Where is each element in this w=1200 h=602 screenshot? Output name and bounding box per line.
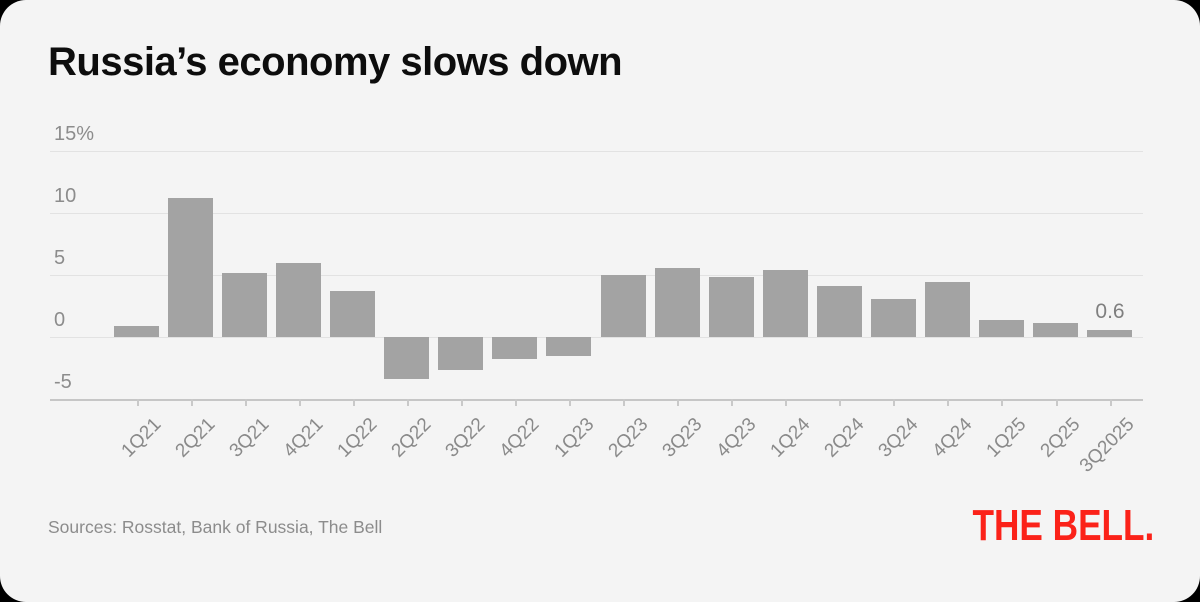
- bar: [763, 270, 808, 337]
- bar: [114, 326, 159, 337]
- axis-tick-mark: [677, 399, 679, 406]
- axis-tick-mark: [893, 399, 895, 406]
- gridline: [50, 275, 1143, 276]
- x-axis-tick-label: 2Q21: [171, 414, 220, 462]
- chart-title: Russia’s economy slows down: [48, 40, 623, 84]
- axis-tick-mark: [245, 399, 247, 406]
- x-axis-tick-label: 1Q21: [117, 414, 166, 462]
- bar: [817, 286, 862, 337]
- bar: [438, 337, 483, 370]
- bar: [979, 320, 1024, 337]
- axis-tick-mark: [461, 399, 463, 406]
- gridline: [50, 151, 1143, 152]
- the-bell-logo: THE BELL.: [972, 501, 1154, 550]
- x-axis-tick-label: 3Q2025: [1075, 414, 1139, 477]
- bar: [492, 337, 537, 359]
- gridline: [50, 337, 1143, 338]
- x-axis-tick-label: 2Q22: [387, 414, 436, 462]
- axis-tick-mark: [137, 399, 139, 406]
- x-axis-tick-label: 1Q22: [333, 414, 382, 462]
- axis-tick-mark: [191, 399, 193, 406]
- y-axis-tick-label: 10: [54, 185, 77, 207]
- x-axis-tick-label: 3Q21: [225, 414, 274, 462]
- bar: [222, 273, 267, 337]
- axis-tick-mark: [569, 399, 571, 406]
- y-axis-tick-label: 5: [54, 247, 66, 269]
- axis-tick-mark: [353, 399, 355, 406]
- x-axis-tick-label: 2Q24: [820, 414, 869, 462]
- y-axis-tick-label: 15%: [54, 123, 95, 145]
- value-label: 0.6: [1095, 300, 1125, 323]
- x-axis-tick-label: 1Q23: [550, 414, 598, 462]
- axis-tick-mark: [1110, 399, 1112, 406]
- bar: [1033, 323, 1078, 337]
- gridline: [50, 213, 1143, 214]
- axis-tick-mark: [785, 399, 787, 406]
- axis-tick-mark: [1056, 399, 1058, 406]
- bar: [330, 291, 375, 337]
- bar: [1087, 330, 1132, 337]
- bar: [709, 277, 754, 337]
- x-axis-tick-label: 1Q25: [982, 414, 1031, 462]
- y-axis-tick-label: 0: [54, 309, 66, 331]
- x-axis-tick-label: 3Q23: [658, 414, 706, 462]
- x-axis-tick-label: 2Q25: [1036, 414, 1085, 462]
- axis-tick-mark: [515, 399, 517, 406]
- axis-tick-mark: [947, 399, 949, 406]
- bar: [546, 337, 591, 356]
- axis-tick-mark: [1001, 399, 1003, 406]
- gridline: [50, 399, 1143, 401]
- x-axis-tick-label: 3Q24: [874, 414, 923, 462]
- axis-tick-mark: [623, 399, 625, 406]
- bar: [871, 299, 916, 337]
- bar: [384, 337, 429, 379]
- x-axis-tick-label: 4Q24: [928, 414, 977, 462]
- bar: [925, 282, 970, 337]
- x-axis-tick-label: 1Q24: [766, 414, 815, 462]
- axis-tick-mark: [839, 399, 841, 406]
- x-axis-tick-label: 2Q23: [604, 414, 652, 462]
- x-axis-tick-label: 3Q22: [442, 414, 490, 462]
- bar: [276, 263, 321, 337]
- x-axis-tick-label: 4Q23: [712, 414, 761, 462]
- x-axis-tick-label: 4Q22: [496, 414, 544, 462]
- axis-tick-mark: [407, 399, 409, 406]
- x-axis-tick-label: 4Q21: [279, 414, 328, 462]
- y-axis-tick-label: -5: [54, 371, 72, 393]
- axis-tick-mark: [299, 399, 301, 406]
- sources-note: Sources: Rosstat, Bank of Russia, The Be…: [48, 517, 383, 537]
- bar: [601, 275, 646, 337]
- bar: [168, 198, 213, 337]
- axis-tick-mark: [731, 399, 733, 406]
- bar: [655, 268, 700, 337]
